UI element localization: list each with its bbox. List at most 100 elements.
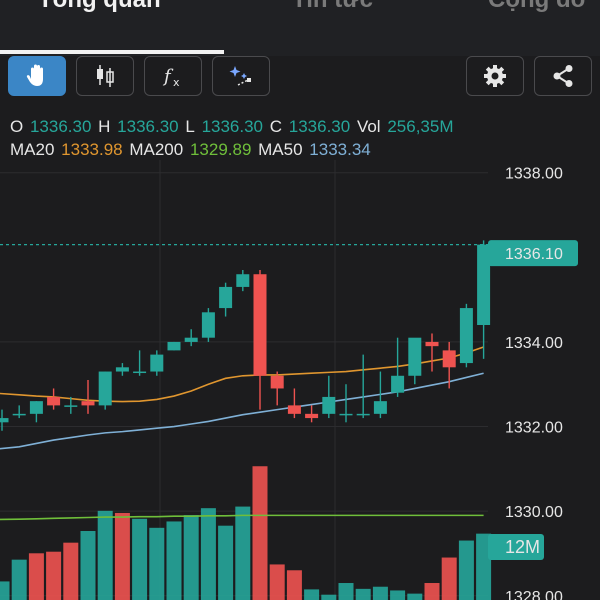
ma50-line bbox=[0, 372, 484, 450]
candle-body bbox=[408, 337, 422, 376]
volume-badge bbox=[488, 534, 544, 560]
volume-bar bbox=[149, 527, 165, 600]
price-axis: 1338.00 1334.00 1332.00 1330.00 1328.00 bbox=[505, 166, 563, 600]
candle-body bbox=[201, 312, 215, 338]
volume-bar bbox=[114, 512, 130, 600]
svg-text:x: x bbox=[173, 76, 180, 89]
volume-bar bbox=[0, 581, 10, 600]
tab-news[interactable]: Tin tức bbox=[292, 0, 373, 14]
ma20-label: MA20 bbox=[10, 140, 55, 159]
volume-bar bbox=[390, 590, 406, 600]
candle-body bbox=[442, 350, 456, 368]
volume-bar bbox=[28, 553, 44, 600]
candle-body bbox=[167, 341, 181, 351]
volume-bar bbox=[63, 542, 79, 600]
candle-body bbox=[81, 401, 95, 406]
volume-bars bbox=[0, 466, 492, 600]
candle-body bbox=[391, 375, 405, 393]
tab-community[interactable]: Cộng đồ bbox=[488, 0, 585, 14]
candle-body bbox=[150, 354, 164, 372]
candle-body bbox=[115, 367, 129, 372]
y-tick-label: 1328.00 bbox=[505, 589, 563, 600]
volume-bar bbox=[321, 594, 337, 600]
candle-body bbox=[339, 413, 353, 416]
volume-bar bbox=[338, 583, 354, 600]
open-label: O bbox=[10, 117, 24, 136]
indicator-fx-icon: f x bbox=[158, 61, 188, 91]
low-value: 1336.30 bbox=[201, 117, 264, 136]
candle-body bbox=[133, 371, 147, 374]
volume-bar bbox=[166, 521, 182, 600]
candle-body bbox=[425, 341, 439, 347]
close-value: 1336.30 bbox=[288, 117, 351, 136]
volume-bar bbox=[46, 551, 62, 600]
share-button[interactable] bbox=[534, 56, 592, 96]
settings-icon bbox=[480, 61, 510, 91]
magic-drawing-icon bbox=[226, 61, 256, 91]
volume-badge-value: 12M bbox=[505, 537, 540, 557]
candle-body bbox=[0, 418, 9, 423]
tab-overview[interactable]: Tổng quan bbox=[38, 0, 161, 14]
candle-body bbox=[47, 396, 61, 406]
active-tab-indicator bbox=[0, 50, 224, 54]
volume-bar bbox=[424, 583, 440, 600]
open-value: 1336.30 bbox=[29, 117, 92, 136]
volume-value: 256,35M bbox=[387, 117, 454, 136]
hand-tool-icon bbox=[22, 61, 52, 91]
low-label: L bbox=[185, 117, 195, 136]
ma200-label: MA200 bbox=[129, 140, 184, 159]
volume-bar bbox=[218, 525, 234, 600]
candle-body bbox=[12, 413, 26, 416]
y-tick-label: 1334.00 bbox=[505, 335, 563, 352]
candlestick-icon bbox=[90, 61, 120, 91]
candle-body bbox=[219, 286, 233, 309]
candle-body bbox=[305, 413, 319, 419]
ma20-value: 1333.98 bbox=[61, 140, 123, 159]
volume-bar bbox=[132, 518, 148, 600]
volume-label: Vol bbox=[356, 117, 381, 136]
candle-body bbox=[477, 244, 491, 325]
volume-bar bbox=[441, 557, 457, 600]
settings-button[interactable] bbox=[466, 56, 524, 96]
volume-bar bbox=[476, 533, 492, 600]
current-price-tag: 1336.10 bbox=[0, 240, 578, 267]
volume-bar bbox=[200, 508, 216, 600]
moving-average-row: MA20 1333.98 MA200 1329.89 MA50 1333.34 bbox=[10, 140, 373, 160]
candles bbox=[0, 240, 491, 431]
drawing-tools-button[interactable] bbox=[212, 56, 270, 96]
candle-body bbox=[236, 274, 250, 287]
candle-body bbox=[184, 337, 198, 342]
current-price-badge bbox=[488, 240, 578, 267]
candle-body bbox=[287, 405, 301, 414]
volume-bar bbox=[97, 510, 113, 600]
candle-body bbox=[459, 308, 473, 364]
y-tick-label: 1338.00 bbox=[505, 166, 563, 183]
y-tick-label: 1332.00 bbox=[505, 420, 563, 437]
volume-bar bbox=[269, 564, 285, 600]
ma50-value: 1333.34 bbox=[309, 140, 371, 159]
indicators-button[interactable]: f x bbox=[144, 56, 202, 96]
candle-body bbox=[270, 375, 284, 389]
chart-type-button[interactable] bbox=[76, 56, 134, 96]
ma50-label: MA50 bbox=[258, 140, 303, 159]
candle-body bbox=[373, 401, 387, 414]
candle-body bbox=[64, 405, 78, 407]
candle-body bbox=[356, 413, 370, 416]
volume-bar bbox=[80, 531, 96, 600]
volume-bar bbox=[407, 593, 423, 600]
ma20-line bbox=[0, 346, 484, 403]
high-value: 1336.30 bbox=[117, 117, 179, 136]
hand-tool-button[interactable] bbox=[8, 56, 66, 96]
volume-bar bbox=[252, 466, 268, 600]
price-chart[interactable]: 1338.00 1334.00 1332.00 1330.00 1328.00 … bbox=[0, 160, 600, 600]
candle-body bbox=[322, 396, 336, 414]
high-label: H bbox=[98, 117, 111, 136]
candle-body bbox=[29, 401, 43, 414]
close-label: C bbox=[269, 117, 283, 136]
y-tick-label: 1330.00 bbox=[505, 504, 563, 521]
ohlc-row: O 1336.30 H 1336.30 L 1336.30 C 1336.30 … bbox=[10, 117, 456, 137]
volume-tag: 12M bbox=[488, 534, 544, 560]
top-tabs: Tổng quan Tin tức Cộng đồ bbox=[0, 0, 600, 56]
volume-bar bbox=[235, 506, 251, 600]
ma200-line bbox=[0, 514, 484, 521]
